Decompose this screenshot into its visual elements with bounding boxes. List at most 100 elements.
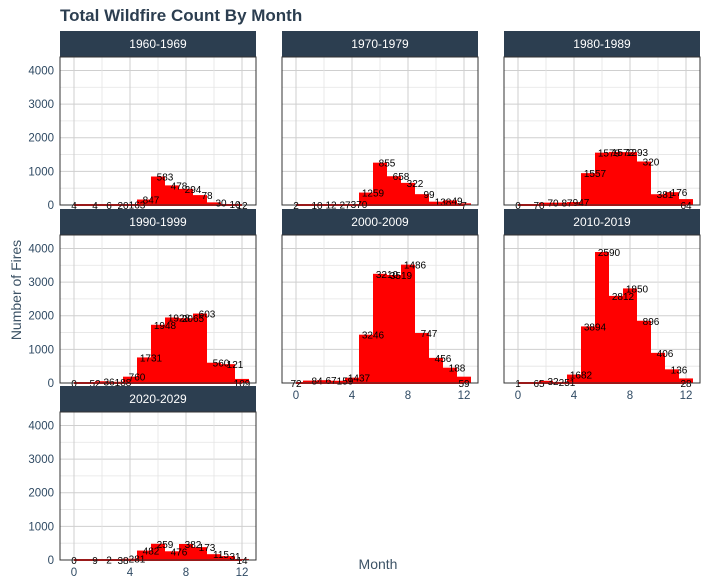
x-tick-label: 8 [183, 567, 189, 579]
bar-data-label: 2065 [182, 314, 205, 325]
y-tick-label: 1000 [28, 344, 54, 356]
bar-data-label: 382 [185, 540, 202, 551]
x-tick-label: 0 [293, 390, 299, 402]
bar-data-label: 603 [199, 310, 216, 321]
bar-data-label: 560 [213, 359, 230, 370]
bar-data-label: 10 [311, 201, 323, 212]
bar-data-label: 855 [379, 159, 396, 170]
bar [151, 176, 165, 205]
bar-data-label: 478 [171, 181, 188, 192]
bar-data-label: 1948 [154, 321, 177, 332]
x-tick-label: 12 [458, 390, 471, 402]
bar [137, 357, 151, 383]
y-tick-label: 2000 [28, 133, 54, 145]
bar-data-label: 583 [157, 173, 174, 184]
bar-data-label: 1572 [612, 148, 635, 159]
bar-data-label: 0 [515, 201, 521, 212]
bar-data-label: 109 [234, 379, 251, 390]
bar [567, 374, 581, 383]
x-tick-label: 8 [405, 390, 411, 402]
y-tick-label: 0 [48, 200, 54, 212]
bar-data-label: 31 [229, 552, 241, 563]
bar [623, 288, 637, 383]
bar-data-label: 0 [71, 556, 77, 567]
bar-data-label: 1579 [598, 149, 621, 160]
bar-data-label: 1 [515, 379, 521, 390]
bar [193, 195, 207, 205]
bar [221, 203, 235, 205]
bar [581, 326, 595, 383]
x-tick-label: 8 [627, 390, 633, 402]
y-tick-label: 4000 [28, 420, 54, 432]
bar-data-label: 84 [311, 377, 323, 388]
y-tick-label: 0 [48, 378, 54, 390]
bar-data-label: 1928 [168, 313, 191, 324]
x-tick-label: 12 [236, 567, 249, 579]
bar-data-label: 14 [236, 556, 248, 567]
bar-data-label: 176 [671, 188, 688, 199]
bar [207, 554, 221, 560]
bar-data-label: 27 [339, 201, 351, 212]
bar-data-label: 381 [657, 190, 674, 201]
panel-border [503, 234, 701, 384]
bar-data-label: 259 [157, 540, 174, 551]
bar-data-label: 136 [671, 365, 688, 376]
bar [235, 558, 249, 560]
bar [401, 264, 415, 383]
bar [429, 201, 443, 205]
bar-data-label: 87 [561, 199, 573, 210]
x-tick-label: 4 [571, 390, 578, 402]
bar [637, 320, 651, 383]
bar [595, 152, 609, 205]
bar-data-label: 64 [680, 201, 692, 212]
bar-data-label: 370 [351, 200, 368, 211]
x-tick-label: 4 [127, 567, 134, 579]
bar [623, 152, 637, 205]
bar [609, 295, 623, 383]
bar-data-label: 896 [643, 317, 660, 328]
y-tick-label: 3000 [28, 99, 54, 111]
bar [137, 550, 151, 560]
bar [457, 376, 471, 383]
bar [235, 378, 249, 383]
facet-strip [60, 386, 256, 412]
bar-data-label: 121 [227, 360, 244, 371]
facet-strip [504, 209, 700, 235]
bar-data-label: 1437 [348, 374, 371, 385]
bar-data-label: 99 [423, 190, 435, 201]
panel-border [281, 234, 479, 384]
bar-data-label: 1557 [584, 169, 607, 180]
bar-data-label: 847 [143, 196, 160, 207]
bar-data-label: 760 [129, 373, 146, 384]
bar [303, 380, 317, 383]
bar-data-label: 70 [547, 199, 559, 210]
bar-data-label: 9 [92, 556, 98, 567]
bar [109, 381, 123, 383]
panel-border [59, 411, 257, 561]
facet-strip [60, 209, 256, 235]
bar-data-label: 456 [435, 354, 452, 365]
bar [193, 547, 207, 560]
x-tick-label: 4 [349, 390, 356, 402]
bar [651, 194, 665, 205]
bar-data-label: 2 [106, 556, 112, 567]
x-tick-label: 0 [515, 390, 521, 402]
bar [151, 543, 165, 560]
bar-data-label: 2812 [612, 292, 635, 303]
facet-strip-label: 2010-2019 [573, 215, 631, 229]
bar [553, 381, 567, 383]
bar-data-label: 476 [171, 547, 188, 558]
bar-data-label: 3519 [390, 271, 413, 282]
bar-data-label: 163 [129, 200, 146, 211]
bar-data-label: 72 [290, 379, 302, 390]
bar [359, 192, 373, 205]
bar [595, 252, 609, 383]
bar [137, 199, 151, 205]
bar [95, 381, 109, 383]
facet-strip-label: 1960-1969 [129, 37, 187, 51]
bar-data-label: 1259 [362, 189, 385, 200]
bar [567, 202, 581, 205]
bar [373, 273, 387, 383]
bar-data-label: 658 [393, 172, 410, 183]
panel-border [59, 234, 257, 384]
